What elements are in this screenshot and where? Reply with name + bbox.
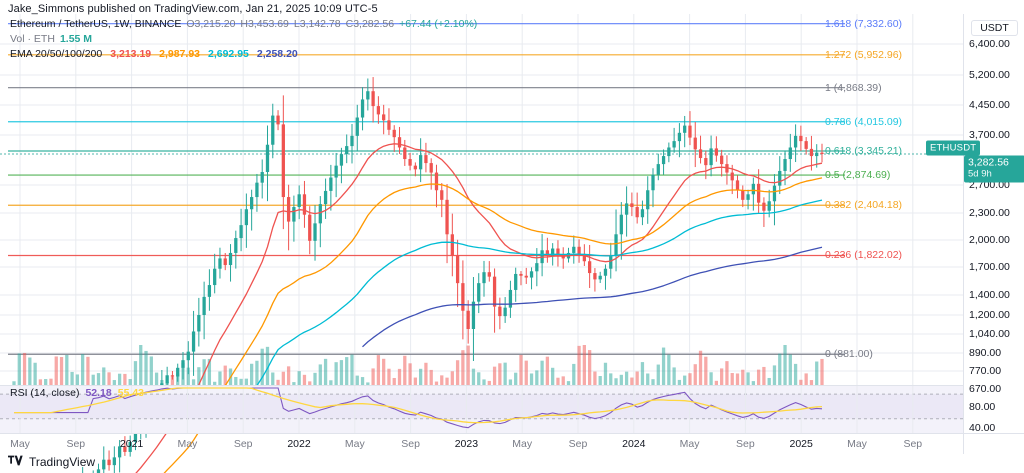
time-tick: Sep (401, 438, 420, 450)
time-tick: May (10, 438, 30, 450)
time-tick: Sep (233, 438, 253, 450)
price-tick: 670.00 (969, 383, 1002, 395)
price-chart-canvas (0, 14, 963, 473)
current-price-value: 3,282.56 (968, 156, 1009, 169)
grid-lines (0, 14, 963, 390)
rsi-tick: 80.00 (969, 401, 996, 413)
time-tick: Sep (66, 438, 86, 450)
price-tick: 1,040.00 (969, 328, 1010, 340)
pane-divider (0, 385, 963, 386)
time-tick: 2025 (789, 438, 813, 450)
time-tick: May (344, 438, 365, 450)
fib-level-label[interactable]: 0.786 (4,015.09) (825, 115, 903, 128)
time-tick: May (679, 438, 700, 450)
legend-low: L3,142.78 (293, 18, 341, 30)
rsi-tick: 40.00 (969, 422, 996, 434)
rsi-legend[interactable]: RSI (14, close) 52.18 55.43 (10, 387, 144, 399)
price-tick: 1,200.00 (969, 309, 1010, 321)
legend-volume-row[interactable]: Vol · ETH 1.55 M (10, 32, 477, 47)
time-tick: 2021 (119, 438, 144, 450)
rsi-ma-value: 55.43 (117, 387, 145, 399)
legend-change: +67.44 (+2.10%) (399, 18, 478, 30)
time-tick: May (847, 438, 867, 450)
time-tick: 2023 (454, 438, 479, 450)
footer: TradingView (8, 455, 95, 469)
time-tick: May (177, 438, 198, 450)
time-tick: 2024 (622, 438, 646, 450)
legend-high: H3,453.69 (240, 18, 289, 30)
legend-symbol[interactable]: Ethereum / TetherUS, 1W, BINANCE (10, 18, 182, 30)
ema20-line (135, 143, 823, 473)
fib-level-label[interactable]: 1.618 (7,332.60) (825, 17, 903, 30)
chart-area[interactable]: 1.618 (7,332.60) 1.272 (5,952.96) 1 (4,868… (0, 14, 963, 473)
price-tick: 2,000.00 (969, 234, 1010, 246)
price-tick: 3,700.00 (969, 129, 1010, 141)
rsi-value: 52.18 (85, 387, 112, 399)
time-tick: Sep (903, 438, 923, 450)
legend-ohlc-row: Ethereum / TetherUS, 1W, BINANCE O3,215.… (10, 17, 477, 32)
rsi-label: RSI (14, close) (10, 387, 80, 399)
volume-value: 1.55 M (59, 33, 93, 45)
price-tick: 1,700.00 (969, 261, 1010, 273)
brand-name: TradingView (29, 455, 96, 469)
ema-label: EMA 20/50/100/200 (10, 48, 103, 60)
chart-legend[interactable]: Ethereum / TetherUS, 1W, BINANCE O3,215.… (10, 17, 477, 62)
fib-level-label[interactable]: 0 (881.00) (825, 348, 873, 361)
fibonacci-lines (8, 23, 845, 355)
ema50-line (163, 177, 823, 473)
legend-close: C3,282.56 (345, 18, 395, 30)
rsi-chart-canvas (0, 386, 963, 433)
ema100-line (256, 199, 823, 386)
ema50-value: 2,987.93 (159, 48, 200, 60)
ema200-value: 2,258.20 (256, 48, 298, 60)
ema100-value: 2,692.95 (208, 48, 249, 60)
time-tick: Sep (736, 438, 755, 450)
publisher-header: Jake_Simmons published on TradingView.co… (8, 3, 378, 15)
bar-countdown: 5d 9h (968, 168, 992, 180)
fib-level-label[interactable]: 0.5 (2,874.69) (825, 169, 891, 182)
price-tick: 4,450.00 (969, 99, 1010, 111)
price-pane[interactable] (0, 14, 963, 473)
legend-open: O3,215.20 (186, 18, 236, 30)
current-price-badge[interactable]: 3,282.56 5d 9h (964, 155, 1024, 183)
volume-label: Vol · ETH (10, 33, 55, 45)
fib-level-label[interactable]: 1 (4,868.39) (825, 81, 882, 94)
ema20-value: 3,213.19 (110, 48, 152, 60)
price-tick: 6,400.00 (969, 38, 1010, 50)
time-tick: Sep (568, 438, 588, 450)
symbol-price-tag[interactable]: ETHUSDT (926, 140, 981, 156)
price-tick: 2,300.00 (969, 207, 1010, 219)
tv-logo-svg (8, 455, 23, 466)
fib-level-label[interactable]: 0.236 (1,822.02) (825, 249, 903, 262)
fib-level-label[interactable]: 0.618 (3,345.21) (825, 144, 903, 157)
price-axis[interactable]: USDT 6,400.00 5,200.00 4,450.00 3,700.00 2,7… (963, 14, 1024, 434)
rsi-ma-line (14, 387, 823, 424)
price-tick: 770.00 (969, 365, 1002, 377)
time-axis[interactable]: May Sep 2021 May Sep 2022 May Sep 2023 May Sep 2024… (0, 433, 1024, 454)
price-tick: 1,400.00 (969, 289, 1010, 301)
fib-level-label[interactable]: 0.382 (2,404.18) (825, 199, 903, 212)
rsi-pane[interactable] (0, 386, 963, 433)
ema200-line (362, 246, 823, 348)
currency-label[interactable]: USDT (971, 20, 1018, 36)
tradingview-logo-icon (8, 455, 24, 469)
fib-level-label[interactable]: 1.272 (5,952.96) (825, 48, 903, 61)
time-tick: 2022 (287, 438, 311, 450)
legend-ema-row[interactable]: EMA 20/50/100/200 3,213.19 2,987.93 2,69… (10, 47, 477, 62)
time-tick: May (512, 438, 533, 450)
price-tick: 5,200.00 (969, 69, 1010, 81)
time-axis-divider (963, 434, 964, 454)
price-tick: 890.00 (969, 347, 1002, 359)
